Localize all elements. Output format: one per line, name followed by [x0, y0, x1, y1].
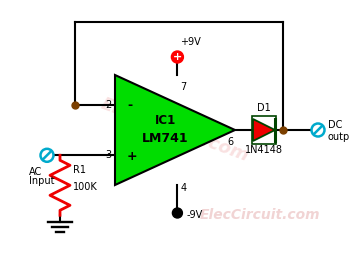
Text: R1: R1 — [73, 165, 86, 175]
Text: -: - — [127, 99, 132, 112]
Circle shape — [173, 208, 182, 218]
Text: +9V: +9V — [180, 37, 201, 47]
Text: IC1: IC1 — [155, 115, 176, 128]
Text: 3: 3 — [105, 150, 111, 160]
Text: +: + — [127, 150, 138, 163]
Text: 2: 2 — [105, 100, 111, 110]
Text: -9V: -9V — [187, 210, 203, 220]
Text: 6: 6 — [227, 137, 233, 147]
Text: +: + — [173, 52, 182, 62]
Text: output: output — [328, 132, 350, 142]
Polygon shape — [115, 75, 235, 185]
Text: 100K: 100K — [73, 182, 98, 192]
Text: AC: AC — [29, 167, 42, 177]
Text: 1N4148: 1N4148 — [245, 145, 283, 155]
Text: D1: D1 — [257, 103, 271, 113]
Polygon shape — [253, 119, 275, 141]
Text: LM741: LM741 — [142, 132, 189, 146]
Text: ElecCircuit.com: ElecCircuit.com — [200, 208, 320, 222]
Text: DC: DC — [328, 120, 342, 130]
Text: Input: Input — [29, 176, 55, 186]
Text: 4: 4 — [180, 183, 187, 193]
Circle shape — [172, 51, 183, 63]
Text: ElecCircuit.com: ElecCircuit.com — [98, 95, 252, 165]
Text: 7: 7 — [180, 82, 187, 92]
